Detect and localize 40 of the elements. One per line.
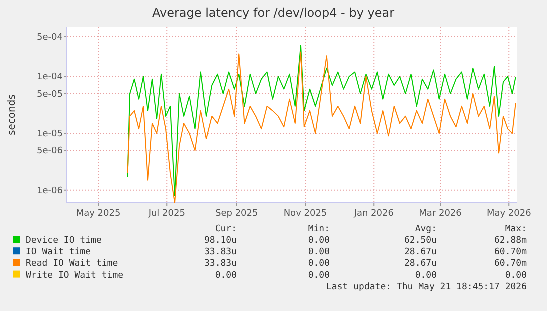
legend-label: Read IO Wait time bbox=[26, 259, 118, 270]
x-tick-label: May 2025 bbox=[76, 209, 121, 219]
text: Avg: bbox=[415, 224, 437, 234]
text: 28.67u bbox=[404, 248, 437, 258]
x-tick-label: Jul 2025 bbox=[148, 209, 186, 219]
legend-label: IO Wait time bbox=[26, 248, 92, 258]
legend-label: Write IO Wait time bbox=[26, 270, 124, 281]
y-tick-label: 1e-05 bbox=[37, 130, 63, 140]
text: Last update: Thu May 21 18:45:17 2026 bbox=[326, 282, 527, 292]
x-tick-label: Mar 2026 bbox=[419, 209, 462, 219]
y-axis-title: seconds bbox=[7, 94, 18, 136]
text: 0.00 bbox=[215, 270, 237, 281]
text: 0.00 bbox=[308, 248, 330, 258]
x-tick-label: Sep 2025 bbox=[216, 209, 258, 219]
text: Max: bbox=[505, 224, 527, 234]
text: 28.67u bbox=[404, 259, 437, 270]
text: 33.83u bbox=[204, 248, 237, 258]
x-tick-label: Nov 2025 bbox=[284, 209, 328, 219]
x-tick-label: Jan 2026 bbox=[353, 209, 394, 219]
text: 0.00 bbox=[308, 236, 330, 246]
text: Cur: bbox=[215, 224, 237, 234]
text: 0.00 bbox=[308, 259, 330, 270]
text: 60.70m bbox=[494, 259, 527, 270]
text: Min: bbox=[308, 224, 330, 234]
text: 62.50u bbox=[404, 236, 437, 246]
chart-title: Average latency for /dev/loop4 - by year bbox=[152, 6, 395, 20]
text: 0.00 bbox=[308, 270, 330, 281]
y-tick-label: 5e-04 bbox=[37, 33, 64, 44]
x-tick-label: May 2026 bbox=[486, 209, 532, 219]
text: 0.00 bbox=[505, 270, 527, 281]
text: 60.70m bbox=[494, 248, 527, 258]
text: 62.88m bbox=[494, 236, 527, 246]
y-tick-label: 5e-05 bbox=[37, 90, 63, 100]
text: 33.83u bbox=[204, 259, 237, 270]
y-tick-label: 1e-04 bbox=[37, 72, 64, 83]
text: 98.10u bbox=[204, 236, 237, 246]
legend-label: Device IO time bbox=[26, 236, 102, 246]
y-tick-label: 5e-06 bbox=[37, 146, 64, 157]
y-tick-label: 1e-06 bbox=[37, 186, 64, 196]
text: 0.00 bbox=[415, 270, 437, 281]
